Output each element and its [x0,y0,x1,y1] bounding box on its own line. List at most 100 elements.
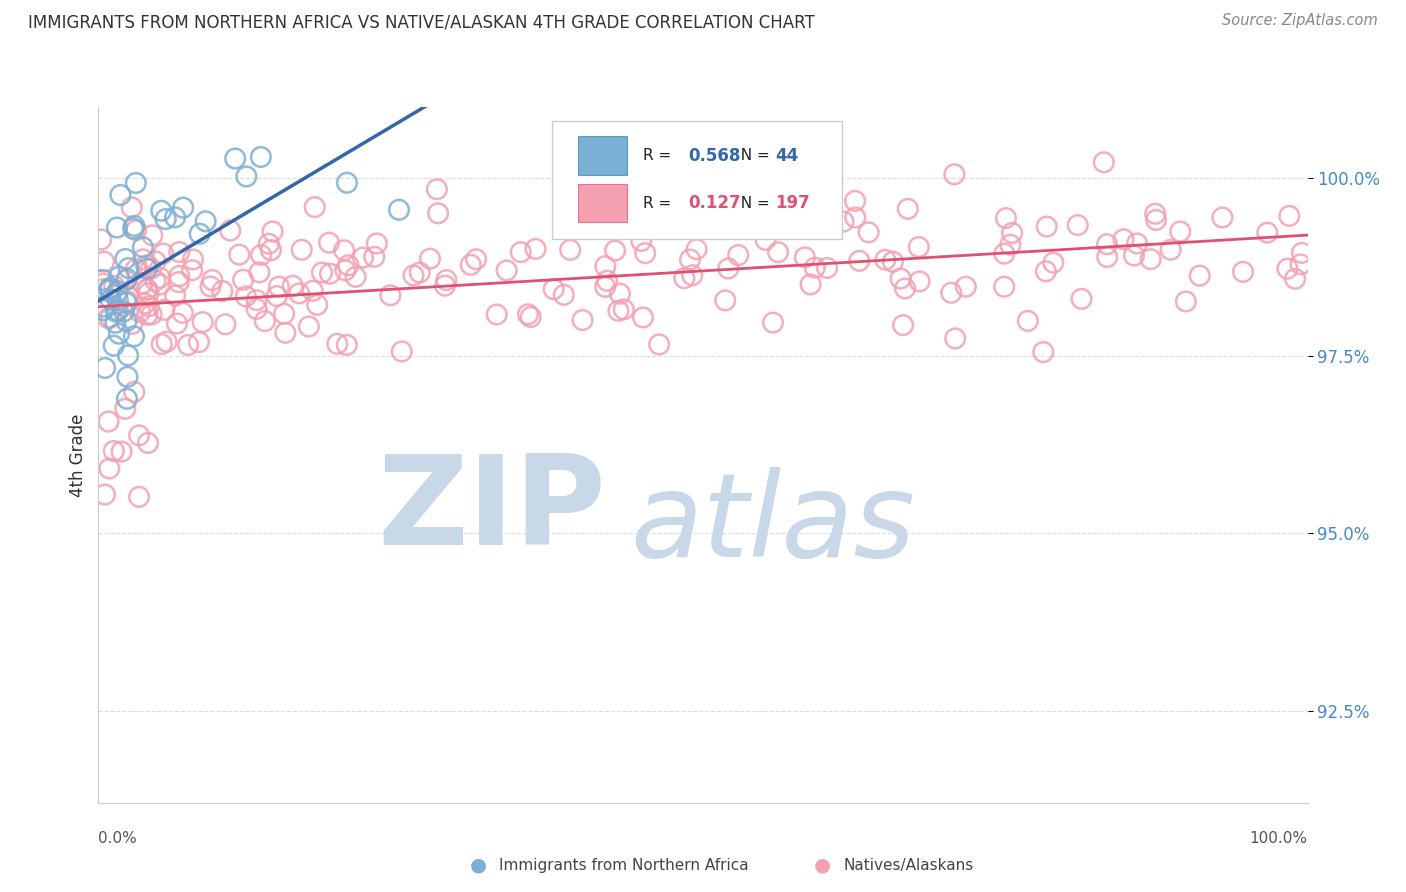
Point [1123,248,1146,262]
Point [117,289,139,303]
Point [273,307,295,321]
Point [219,224,242,238]
Point [91,273,114,287]
Point [107,293,129,307]
Point [108,269,131,284]
Point [800,277,823,292]
Point [993,279,1015,293]
Text: 44: 44 [776,147,799,165]
Point [114,274,136,288]
Text: 0.568: 0.568 [689,147,741,165]
Text: R =: R = [643,148,676,163]
Point [138,299,160,313]
Text: Source: ZipAtlas.com: Source: ZipAtlas.com [1222,13,1378,29]
Point [235,169,257,184]
Point [117,260,139,275]
Point [436,273,458,287]
Point [465,252,488,267]
Point [793,251,815,265]
Point [191,315,214,329]
Point [596,274,619,288]
Point [848,253,870,268]
Point [200,279,222,293]
Point [245,301,267,316]
Point [98,461,121,475]
Point [155,334,177,349]
Point [894,281,917,295]
Point [228,247,250,261]
Text: Natives/Alaskans: Natives/Alaskans [844,858,974,872]
Point [419,252,441,266]
Point [138,286,160,301]
Text: 0.127: 0.127 [689,194,741,212]
Point [1289,257,1312,271]
Point [1035,264,1057,278]
Point [380,288,402,302]
Point [107,303,129,318]
Point [1097,250,1119,264]
Text: ●: ● [814,855,831,875]
Point [103,339,125,353]
Point [593,280,616,294]
Point [1277,261,1299,276]
Point [136,308,159,322]
Point [1042,255,1064,269]
Point [145,254,167,268]
Point [1070,292,1092,306]
Point [232,273,254,287]
Point [91,282,114,296]
Point [129,305,152,319]
Text: 100.0%: 100.0% [1250,830,1308,846]
Point [714,293,737,308]
Point [1284,272,1306,286]
Point [124,262,146,277]
Point [114,401,136,416]
Point [844,194,866,208]
Point [433,278,456,293]
Point [391,344,413,359]
Point [167,245,190,260]
Point [762,316,785,330]
Point [253,314,276,328]
Point [136,436,159,450]
Point [994,211,1017,226]
Point [152,246,174,260]
Text: ●: ● [470,855,486,875]
Point [100,310,122,325]
Point [844,211,866,225]
Point [336,338,359,352]
Point [571,313,593,327]
Point [131,277,153,291]
Point [153,302,176,317]
Point [250,248,273,262]
Point [93,300,115,314]
Point [211,284,233,298]
Point [105,286,128,301]
Point [943,331,966,345]
Point [717,261,740,276]
Point [335,263,357,277]
Point [509,245,531,260]
Point [648,337,671,351]
Point [104,304,127,318]
Point [172,306,194,320]
Point [485,308,508,322]
Point [115,314,138,328]
Point [943,167,966,181]
Text: ZIP: ZIP [378,450,606,571]
Point [907,240,929,254]
Point [114,252,136,266]
Point [103,444,125,458]
Point [134,296,156,310]
Point [1174,294,1197,309]
Point [262,224,284,238]
Point [524,242,547,256]
Point [634,246,657,260]
Point [1035,219,1057,234]
Point [1139,252,1161,267]
Point [267,279,290,293]
Point [613,302,636,317]
Point [495,263,517,277]
Point [122,384,145,399]
Y-axis label: 4th Grade: 4th Grade [69,413,87,497]
